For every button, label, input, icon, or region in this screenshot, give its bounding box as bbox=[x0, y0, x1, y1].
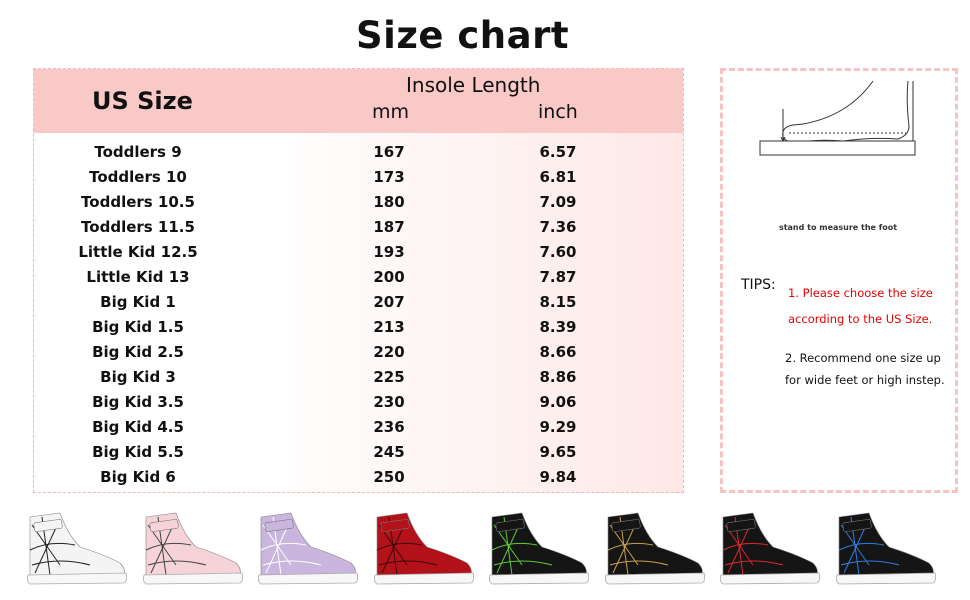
shoe-image bbox=[829, 505, 939, 590]
table-row: Toddlers 10 173 6.81 bbox=[34, 168, 683, 193]
cell-inch: 8.66 bbox=[539, 343, 577, 361]
shoe-image bbox=[367, 505, 477, 590]
shoe-image bbox=[482, 505, 592, 590]
table-row: Toddlers 11.5 187 7.36 bbox=[34, 218, 683, 243]
cell-inch: 6.81 bbox=[539, 168, 577, 186]
shoe-image bbox=[136, 505, 246, 590]
cell-us-size: Toddlers 10.5 bbox=[81, 193, 195, 211]
tip-1-line-1: 1. Please choose the size bbox=[788, 286, 933, 300]
table-row: Big Kid 1 207 8.15 bbox=[34, 293, 683, 318]
tip-1-line-2: according to the US Size. bbox=[788, 312, 933, 326]
table-header: US Size Insole Length mm inch bbox=[34, 69, 683, 133]
cell-us-size: Toddlers 10 bbox=[89, 168, 187, 186]
shoe-color-row bbox=[20, 505, 960, 590]
table-row: Big Kid 5.5 245 9.65 bbox=[34, 443, 683, 468]
cell-us-size: Big Kid 3 bbox=[100, 368, 176, 386]
cell-inch: 7.87 bbox=[539, 268, 577, 286]
shoe-image bbox=[20, 505, 130, 590]
cell-inch: 7.60 bbox=[539, 243, 577, 261]
cell-us-size: Big Kid 6 bbox=[100, 468, 176, 486]
cell-mm: 220 bbox=[373, 343, 405, 361]
table-row: Big Kid 3 225 8.86 bbox=[34, 368, 683, 393]
tip-1: 1. Please choose the size according to t… bbox=[788, 280, 958, 332]
cell-inch: 9.06 bbox=[539, 393, 577, 411]
cell-inch: 8.15 bbox=[539, 293, 577, 311]
header-insole-length: Insole Length bbox=[406, 73, 541, 97]
table-row: Toddlers 10.5 180 7.09 bbox=[34, 193, 683, 218]
cell-us-size: Big Kid 4.5 bbox=[92, 418, 184, 436]
cell-mm: 187 bbox=[373, 218, 405, 236]
size-table: US Size Insole Length mm inch Toddlers 9… bbox=[33, 68, 684, 493]
cell-mm: 225 bbox=[373, 368, 405, 386]
tips-panel: stand to measure the foot TIPS: 1. Pleas… bbox=[720, 68, 958, 493]
cell-us-size: Little Kid 12.5 bbox=[78, 243, 198, 261]
tips-label: TIPS: bbox=[741, 277, 776, 293]
cell-inch: 9.65 bbox=[539, 443, 577, 461]
shoe-image bbox=[251, 505, 361, 590]
cell-mm: 167 bbox=[373, 143, 405, 161]
cell-mm: 213 bbox=[373, 318, 405, 336]
cell-us-size: Big Kid 5.5 bbox=[92, 443, 184, 461]
cell-inch: 6.57 bbox=[539, 143, 577, 161]
table-row: Big Kid 1.5 213 8.39 bbox=[34, 318, 683, 343]
cell-inch: 7.36 bbox=[539, 218, 577, 236]
table-row: Little Kid 13 200 7.87 bbox=[34, 268, 683, 293]
tip-2: 2. Recommend one size up for wide feet o… bbox=[785, 351, 945, 387]
table-row: Toddlers 9 167 6.57 bbox=[34, 143, 683, 168]
cell-us-size: Toddlers 11.5 bbox=[81, 218, 195, 236]
shoe-image bbox=[598, 505, 708, 590]
header-us-size: US Size bbox=[92, 87, 193, 115]
cell-inch: 9.84 bbox=[539, 468, 577, 486]
cell-us-size: Big Kid 1 bbox=[100, 293, 176, 311]
cell-us-size: Little Kid 13 bbox=[86, 268, 190, 286]
cell-mm: 207 bbox=[373, 293, 405, 311]
cell-mm: 180 bbox=[373, 193, 405, 211]
cell-inch: 8.39 bbox=[539, 318, 577, 336]
table-row: Big Kid 2.5 220 8.66 bbox=[34, 343, 683, 368]
cell-mm: 193 bbox=[373, 243, 405, 261]
cell-mm: 200 bbox=[373, 268, 405, 286]
diagram-caption: stand to measure the foot bbox=[778, 223, 898, 232]
foot-measure-diagram bbox=[759, 80, 916, 156]
cell-us-size: Big Kid 2.5 bbox=[92, 343, 184, 361]
cell-us-size: Big Kid 3.5 bbox=[92, 393, 184, 411]
table-row: Big Kid 4.5 236 9.29 bbox=[34, 418, 683, 443]
table-row: Little Kid 12.5 193 7.60 bbox=[34, 243, 683, 268]
shoe-image bbox=[713, 505, 823, 590]
table-row: Big Kid 6 250 9.84 bbox=[34, 468, 683, 493]
header-inch: inch bbox=[538, 101, 578, 123]
cell-us-size: Toddlers 9 bbox=[94, 143, 182, 161]
cell-inch: 7.09 bbox=[539, 193, 577, 211]
cell-us-size: Big Kid 1.5 bbox=[92, 318, 184, 336]
page-title: Size chart bbox=[355, 14, 570, 57]
cell-mm: 245 bbox=[373, 443, 405, 461]
header-mm: mm bbox=[372, 101, 410, 123]
table-row: Big Kid 3.5 230 9.06 bbox=[34, 393, 683, 418]
cell-inch: 9.29 bbox=[539, 418, 577, 436]
cell-mm: 250 bbox=[373, 468, 405, 486]
cell-mm: 173 bbox=[373, 168, 405, 186]
cell-inch: 8.86 bbox=[539, 368, 577, 386]
cell-mm: 236 bbox=[373, 418, 405, 436]
cell-mm: 230 bbox=[373, 393, 405, 411]
